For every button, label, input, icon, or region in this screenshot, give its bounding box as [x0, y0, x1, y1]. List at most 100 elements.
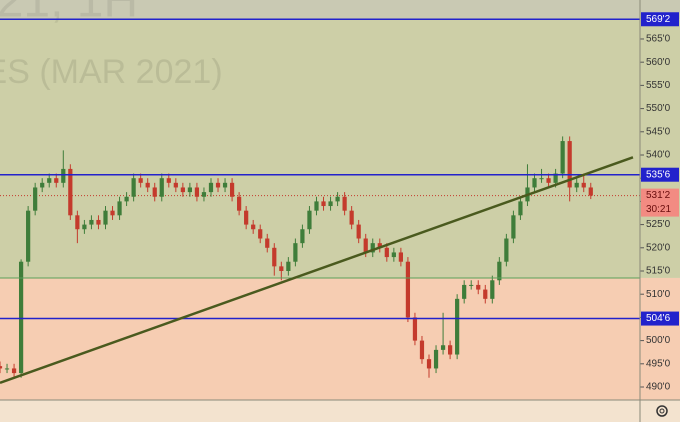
- candle-body: [581, 182, 586, 188]
- candle-body: [272, 247, 277, 267]
- candle-body: [448, 345, 453, 355]
- watermark: 021, 1H: [0, 0, 138, 28]
- candle-body: [237, 196, 242, 211]
- candle-body: [476, 284, 481, 290]
- gear[interactable]: [656, 405, 668, 417]
- candle-body: [265, 238, 270, 248]
- candle-body: [89, 219, 94, 225]
- level-label-box: [641, 311, 679, 326]
- watermark: RES (MAR 2021): [0, 53, 223, 91]
- settings-icon[interactable]: [656, 405, 668, 417]
- candle-body: [518, 201, 523, 216]
- candle-body: [349, 210, 354, 225]
- candle-body: [497, 261, 502, 281]
- candle-body: [440, 345, 446, 350]
- candle-body: [370, 243, 375, 253]
- y-tick-label: 550'0: [646, 103, 671, 114]
- candle-body: [483, 289, 488, 299]
- candle-body: [300, 229, 305, 244]
- candle-body: [229, 182, 235, 197]
- candle-body: [588, 187, 593, 196]
- candle-body: [426, 359, 432, 369]
- plot: 490'0495'0500'0505'0510'0515'0520'0525'0…: [0, 18, 671, 418]
- candle-body: [307, 210, 312, 230]
- candle-body: [11, 368, 17, 374]
- candle-body: [567, 141, 572, 188]
- candle-body: [251, 224, 256, 230]
- y-tick-label: 490'0: [646, 382, 671, 393]
- candle-body: [539, 178, 544, 180]
- background: [0, 0, 680, 400]
- candle-body: [574, 182, 579, 188]
- candle-body: [560, 141, 565, 174]
- candle-body: [405, 261, 411, 318]
- candle-body: [26, 210, 31, 262]
- candle-body: [215, 182, 221, 188]
- candle-body: [18, 261, 24, 374]
- y-tick-label: 500'0: [646, 335, 671, 346]
- candle-body: [82, 224, 87, 230]
- candle-body: [546, 178, 551, 183]
- candle-body: [412, 317, 418, 341]
- zone: [0, 277, 680, 400]
- y-tick-label: 560'0: [646, 57, 671, 68]
- candle-body: [328, 201, 333, 207]
- candle-body: [131, 178, 136, 197]
- candle-body: [47, 178, 52, 183]
- y-tick-label: 525'0: [646, 219, 671, 230]
- trend-line: [0, 156, 634, 385]
- candle-body: [377, 243, 382, 248]
- candle-body: [96, 219, 101, 225]
- candle-body: [384, 247, 389, 258]
- y-tick-label: 515'0: [646, 266, 671, 277]
- candle-body: [286, 261, 291, 271]
- y-tick-label: 555'0: [646, 80, 671, 91]
- candle-body: [110, 210, 115, 216]
- candle-body: [335, 196, 340, 202]
- candle-body: [0, 366, 3, 369]
- y-tick-label: 495'0: [646, 358, 671, 369]
- candle-body: [138, 178, 143, 183]
- candle-body: [258, 229, 263, 239]
- candle-body: [222, 182, 228, 188]
- y-tick-label: 545'0: [646, 126, 671, 137]
- candle-body: [103, 210, 108, 225]
- candle-body: [145, 182, 150, 188]
- y-tick-label: 540'0: [646, 150, 671, 161]
- candle-body: [419, 340, 425, 360]
- candle-body: [4, 368, 10, 370]
- level-label-box: [641, 12, 679, 27]
- candle-body: [391, 252, 396, 258]
- candle-body: [321, 201, 326, 207]
- candle-body: [152, 187, 157, 197]
- candle-body: [398, 252, 403, 262]
- price-label: 531'2: [646, 190, 671, 201]
- candle-body: [61, 168, 66, 183]
- candle-body: [455, 298, 460, 355]
- candle-body: [433, 349, 439, 369]
- y-tick-label: 510'0: [646, 289, 671, 300]
- candle-body: [201, 192, 207, 197]
- candle-body: [194, 187, 200, 197]
- candle-body: [356, 224, 361, 239]
- candle-body: [244, 210, 249, 225]
- level-label: 504'6: [646, 313, 671, 324]
- candle-body: [504, 238, 509, 262]
- candle-body: [187, 187, 192, 193]
- candle-body: [33, 187, 38, 211]
- candle-body: [54, 178, 59, 183]
- candle-body: [117, 201, 122, 216]
- gear-center[interactable]: [659, 408, 665, 414]
- candle-body: [532, 178, 537, 188]
- candle-body: [173, 182, 178, 188]
- candle-body: [342, 196, 347, 211]
- candle-body: [208, 182, 214, 193]
- y-tick-label: 565'0: [646, 34, 671, 45]
- countdown: 30:21: [646, 204, 671, 215]
- zone: [0, 19, 680, 278]
- zone: [0, 0, 680, 20]
- y-tick-label: 520'0: [646, 242, 671, 253]
- level-label: 535'6: [646, 169, 671, 180]
- candle-body: [40, 182, 45, 188]
